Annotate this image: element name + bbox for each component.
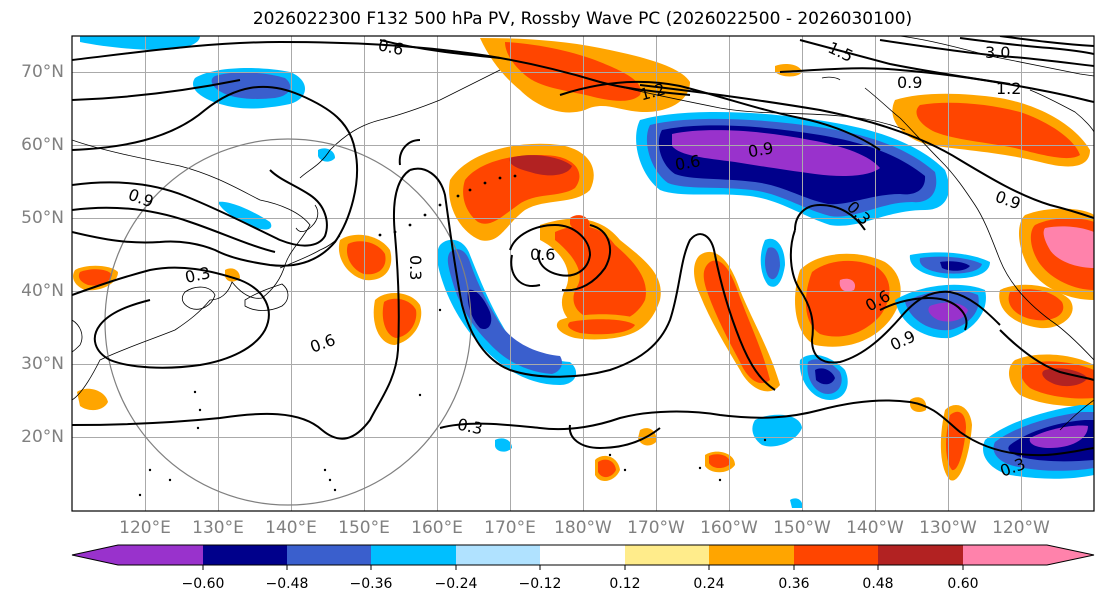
pv-positive-region xyxy=(598,459,616,478)
pv-positive-region xyxy=(78,269,112,286)
map-area: 0.6 1.5 3.0 0.9 1.2 1.2 0.9 0.6 0.9 0.9 … xyxy=(72,35,1094,511)
contour-label: 1.2 xyxy=(996,79,1021,98)
lon-label: 170°W xyxy=(627,518,685,538)
colorbar-segment xyxy=(287,545,371,565)
colorbar-outline xyxy=(71,544,1095,566)
contour-label: 0.6 xyxy=(673,151,701,174)
pv-negative-region xyxy=(447,249,563,374)
pv-negative-region xyxy=(495,438,512,452)
colorbar-tick-label: 0.36 xyxy=(778,576,810,592)
pv-positive-region xyxy=(346,241,386,275)
colorbar-tick-label: 0.60 xyxy=(947,576,979,592)
colorbar-segment xyxy=(625,545,709,565)
lon-label: 140°E xyxy=(265,518,317,538)
pv-negative-region xyxy=(672,130,880,176)
colorbar-segment xyxy=(878,545,963,565)
colorbar-tick-label: 0.48 xyxy=(862,576,894,592)
lon-label: 170°E xyxy=(484,518,536,538)
pv-positive-region xyxy=(1042,368,1088,387)
colorbar-segment xyxy=(371,545,456,565)
lon-label: 120°W xyxy=(992,518,1050,538)
lat-label: 60°N xyxy=(21,135,64,155)
lon-label: 180°W xyxy=(554,518,612,538)
chart-title: 2026022300 F132 500 hPa PV, Rossby Wave … xyxy=(252,9,913,29)
pv-positive-region xyxy=(709,454,731,469)
contour-label: 0.6 xyxy=(376,35,405,59)
pv-negative-region xyxy=(765,247,780,280)
pv-negative-region xyxy=(940,261,970,271)
colorbar-segment xyxy=(540,545,625,565)
pv-positive-region xyxy=(1008,289,1064,321)
colorbar-segment xyxy=(794,545,878,565)
lat-label: 30°N xyxy=(21,354,64,374)
pv-negative-region xyxy=(80,36,200,50)
pv-negative-region xyxy=(1029,425,1088,448)
colorbar-tick-label: −0.60 xyxy=(181,576,225,592)
pv-positive-region xyxy=(505,42,641,101)
pv-positive-region xyxy=(509,155,572,176)
lat-label: 20°N xyxy=(21,427,64,447)
colorbar-tick-label: −0.12 xyxy=(518,576,562,592)
lon-label: 140°W xyxy=(846,518,904,538)
colorbar-tick-label: −0.36 xyxy=(349,576,393,592)
lat-label: 70°N xyxy=(21,62,64,82)
pv-negative-region xyxy=(218,201,272,230)
colorbar-segment xyxy=(1047,545,1094,565)
pv-positive-region xyxy=(805,260,890,337)
pv-negative-region xyxy=(752,414,802,447)
lon-label: 160°E xyxy=(411,518,463,538)
lat-label: 40°N xyxy=(21,281,64,301)
pv-negative-region xyxy=(467,289,492,330)
pv-negative-region xyxy=(815,368,835,385)
pv-negative-region xyxy=(211,72,291,99)
positive-anomaly-fills xyxy=(73,38,1094,482)
pv-positive-region xyxy=(839,278,856,292)
lon-label: 150°W xyxy=(773,518,831,538)
contour-label: 0.6 xyxy=(530,245,555,264)
colorbar-segment xyxy=(118,545,203,565)
contour-lines xyxy=(72,36,1094,457)
colorbar-tick-label: 0.24 xyxy=(693,576,725,592)
colorbar-segment xyxy=(203,545,287,565)
colorbar-tick-label: 0.12 xyxy=(609,576,641,592)
lon-label: 160°W xyxy=(700,518,758,538)
colorbar-segment xyxy=(963,545,1047,565)
pv-positive-region xyxy=(916,102,1080,159)
contour-label: 0.9 xyxy=(897,73,922,92)
colorbar xyxy=(71,544,1095,570)
contour-label: 0.3 xyxy=(183,263,212,287)
contour-label: 0.3 xyxy=(456,415,485,439)
pv-positive-region xyxy=(946,411,966,471)
contour-label: 0.9 xyxy=(746,138,774,161)
contour-label: 0.3 xyxy=(406,255,425,280)
pv-positive-region xyxy=(1043,226,1094,268)
colorbar-tick-label: −0.48 xyxy=(265,576,309,592)
lon-label: 150°E xyxy=(338,518,390,538)
colorbar-segment xyxy=(72,545,118,565)
map-gridlines xyxy=(72,36,1094,511)
colorbar-tick-label: −0.24 xyxy=(434,576,478,592)
lon-label: 130°W xyxy=(919,518,977,538)
colorbar-segment xyxy=(709,545,794,565)
pv-positive-region xyxy=(568,319,635,335)
pv-positive-region xyxy=(77,388,108,411)
lon-label: 130°E xyxy=(192,518,244,538)
pv-negative-region xyxy=(790,498,803,508)
pv-positive-region xyxy=(775,64,802,77)
map-frame xyxy=(71,35,1095,512)
region-circle xyxy=(104,138,472,506)
lat-label: 50°N xyxy=(21,208,64,228)
colorbar-segment xyxy=(456,545,540,565)
lon-label: 120°E xyxy=(119,518,171,538)
contour-label: 3.0 xyxy=(985,43,1010,62)
coastlines xyxy=(72,36,1094,431)
